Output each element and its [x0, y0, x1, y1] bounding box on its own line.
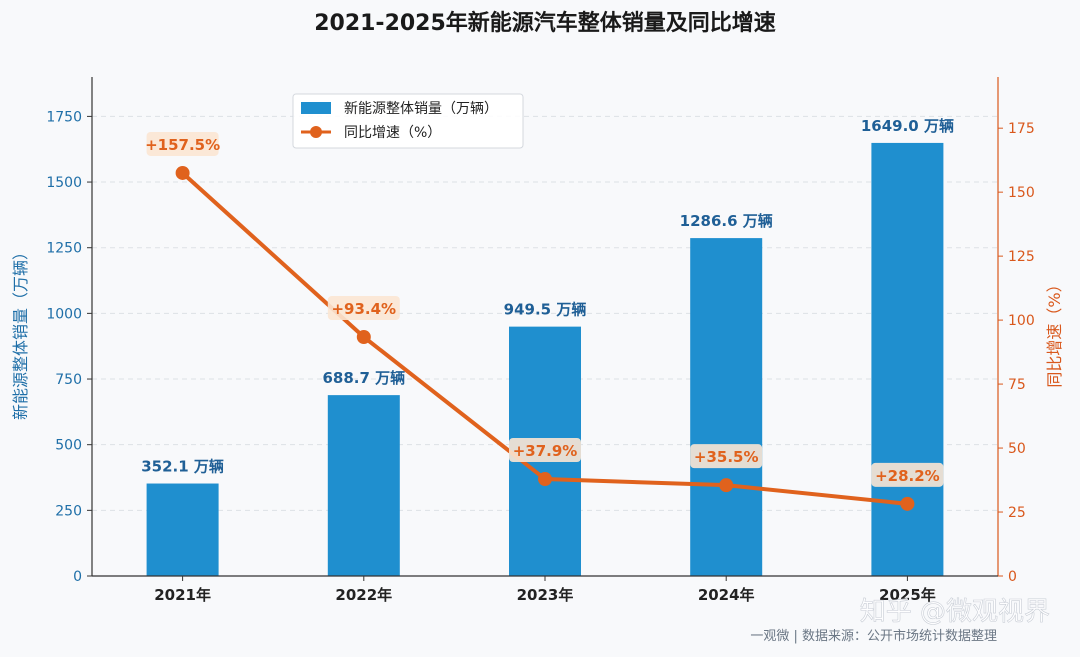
growth-point [538, 472, 552, 487]
y-left-tick-label: 1000 [46, 306, 82, 322]
legend-line-label: 同比增速（%） [344, 125, 441, 141]
x-tick-label: 2025年 [879, 586, 936, 604]
x-tick-label: 2023年 [517, 586, 574, 604]
x-tick-label: 2022年 [335, 586, 392, 604]
growth-value-label: +157.5% [145, 136, 220, 154]
y-right-tick-label: 150 [1008, 185, 1035, 201]
y-right-tick-label: 75 [1008, 377, 1026, 393]
growth-value-label: +93.4% [331, 300, 396, 318]
tick-labels: 0 250 500 750 1000 1250 1500 1750 0 25 50 75 100 125 1… [46, 109, 1034, 604]
growth-label-bg [146, 131, 219, 156]
growth-label-bg [509, 438, 581, 463]
y-left-tick-label: 1500 [46, 175, 82, 191]
y-axis-right-label: 同比增速（%） [1045, 276, 1064, 387]
bar-value-label: 949.5 万辆 [504, 301, 587, 319]
growth-value-label: +35.5% [694, 448, 759, 466]
y-left-tick-label: 750 [55, 372, 82, 388]
growth-value-label: +28.2% [875, 467, 940, 485]
bar-value-label: 1649.0 万辆 [861, 117, 954, 135]
legend-box [292, 93, 524, 149]
growth-value-label: +37.9% [513, 442, 578, 460]
data-labels: 352.1 万辆 688.7 万辆 949.5 万辆 1286.6 万辆 1649.0 … [141, 117, 954, 487]
y-left-tick-label: 500 [55, 438, 82, 454]
line-series [175, 165, 915, 511]
legend: 新能源整体销量（万辆） 同比增速（%） [292, 93, 524, 149]
bar [327, 395, 400, 576]
bar [871, 142, 944, 576]
y-left-tick-label: 1750 [46, 109, 82, 125]
y-right-tick-label: 0 [1008, 569, 1017, 585]
x-tick-label: 2024年 [698, 586, 755, 604]
bar-value-label: 352.1 万辆 [141, 458, 224, 476]
bar [146, 483, 219, 576]
y-right-tick-label: 100 [1008, 313, 1035, 329]
legend-line-marker [310, 126, 322, 138]
y-right-tick-label: 25 [1008, 505, 1026, 521]
growth-point [356, 329, 371, 344]
source-note: 一观微 | 数据来源：公开市场统计数据整理 [750, 628, 997, 644]
legend-bar-swatch [301, 102, 331, 114]
y-left-tick-label: 0 [73, 569, 82, 585]
growth-point [900, 496, 915, 511]
watermark: 知乎 @微观视界 [860, 597, 1050, 627]
y-right-tick-label: 175 [1008, 121, 1035, 137]
bar-value-label: 1286.6 万辆 [680, 212, 773, 230]
y-left-tick-label: 1250 [46, 241, 82, 257]
growth-label-bg [690, 444, 763, 469]
x-tick-label: 2021年 [154, 586, 211, 604]
bar-series [146, 142, 944, 576]
legend-bar-label: 新能源整体销量（万辆） [344, 101, 498, 117]
y-left-tick-label: 250 [55, 503, 82, 519]
growth-label-bg [327, 295, 400, 320]
y-right-tick-label: 125 [1008, 249, 1035, 265]
bar [690, 238, 763, 576]
bar-value-label: 688.7 万辆 [322, 369, 405, 387]
growth-point [175, 165, 190, 180]
chart-title: 2021-2025年新能源汽车整体销量及同比增速 [314, 10, 776, 36]
axes [87, 77, 1003, 581]
growth-label-bg [871, 462, 944, 487]
growth-point [719, 478, 734, 493]
y-right-tick-label: 50 [1008, 441, 1026, 457]
y-axis-left-label: 新能源整体销量（万辆） [11, 244, 30, 420]
